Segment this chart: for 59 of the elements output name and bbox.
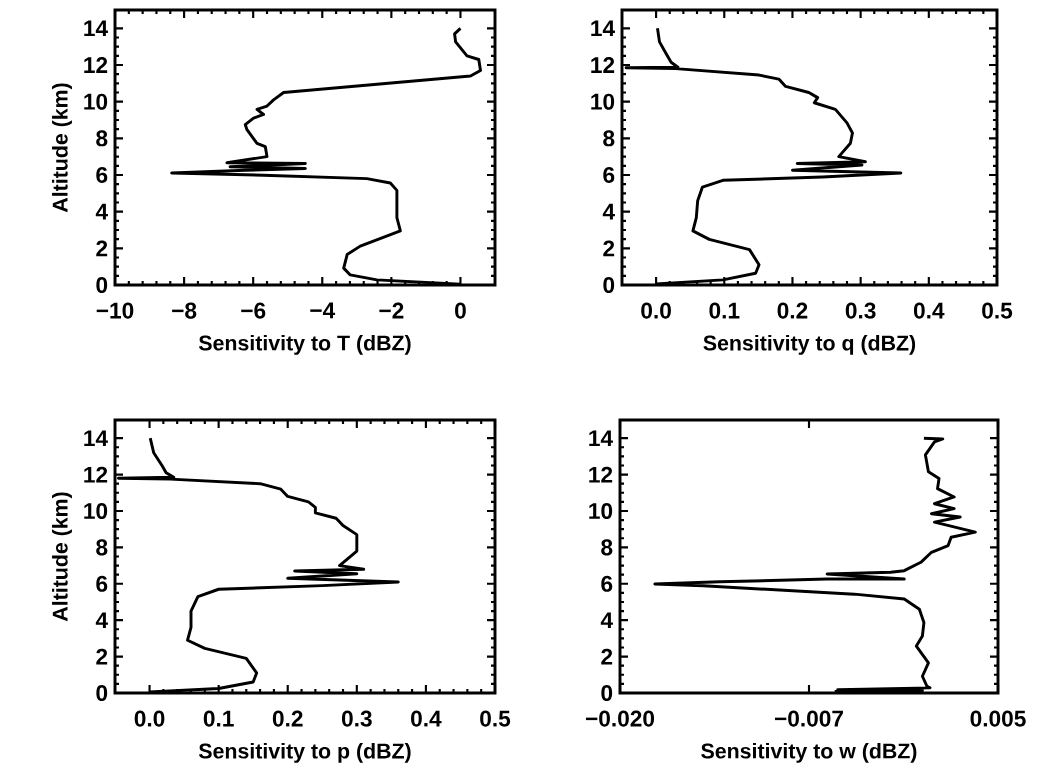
x-tick-label: 0.2 xyxy=(272,710,303,727)
y-tick-label: 2 xyxy=(603,240,615,257)
x-tick-label: 0.005 xyxy=(970,710,1026,727)
y-tick-label: 12 xyxy=(591,57,615,73)
x-tick-label: −8 xyxy=(172,302,197,319)
y-tick-label: 2 xyxy=(601,648,613,665)
y-tick-label: 8 xyxy=(601,539,613,556)
y-tick-label: 10 xyxy=(591,93,615,110)
y-tick-label: 14 xyxy=(84,20,108,37)
x-tick-label: 0 xyxy=(455,302,466,319)
y-tick-label: 14 xyxy=(591,20,615,37)
x-tick-label: 0.3 xyxy=(845,302,876,319)
x-tick-label: 0.0 xyxy=(641,302,671,319)
y-tick-label: 8 xyxy=(96,130,108,147)
y-tick-label: 0 xyxy=(96,684,108,702)
y-tick-label: 8 xyxy=(96,539,108,556)
y-tick-label: 14 xyxy=(84,430,108,446)
x-tick-label: 0.5 xyxy=(480,710,511,727)
x-tick-label: 0.4 xyxy=(411,710,442,727)
y-tick-label: 6 xyxy=(96,166,108,184)
x-tick-label: −2 xyxy=(379,302,404,319)
y-tick-label: 8 xyxy=(603,130,615,147)
x-tick-label: −4 xyxy=(310,302,336,319)
x-axis-title: Sensitivity to q (dBZ) xyxy=(703,334,916,355)
y-tick-label: 12 xyxy=(84,466,108,483)
x-tick-label: −0.020 xyxy=(585,710,655,727)
y-tick-label: 2 xyxy=(96,648,108,665)
y-tick-label: 4 xyxy=(602,203,615,220)
x-tick-label: 0.2 xyxy=(777,302,808,319)
y-tick-label: 4 xyxy=(600,612,613,628)
x-tick-label: 0.0 xyxy=(134,710,165,727)
y-tick-label: 0 xyxy=(96,276,108,294)
x-axis-title: Sensitivity to T (dBZ) xyxy=(198,334,411,355)
x-tick-label: 0.5 xyxy=(982,302,1013,319)
y-tick-label: 10 xyxy=(84,502,108,520)
y-axis-title: Altitude (km) xyxy=(52,83,72,213)
y-tick-label: 4 xyxy=(95,612,108,628)
y-tick-label: 0 xyxy=(603,276,615,294)
y-tick-label: 12 xyxy=(589,466,613,483)
x-tick-label: −6 xyxy=(241,302,266,319)
y-tick-label: 12 xyxy=(84,57,108,73)
y-tick-label: 10 xyxy=(589,502,613,520)
x-tick-label: 0.1 xyxy=(709,302,740,319)
x-axis-title: Sensitivity to w (dBZ) xyxy=(701,742,917,763)
y-tick-label: 0 xyxy=(601,684,613,702)
x-tick-label: −0.007 xyxy=(774,710,843,727)
y-tick-label: 14 xyxy=(589,430,613,446)
y-tick-label: 10 xyxy=(84,93,108,110)
x-tick-label: 0.3 xyxy=(341,710,372,727)
y-tick-label: 6 xyxy=(603,166,615,184)
x-tick-label: 0.4 xyxy=(913,302,945,319)
y-tick-label: 6 xyxy=(96,575,108,592)
y-tick-label: 2 xyxy=(96,240,108,257)
y-axis-title: Altitude (km) xyxy=(52,492,72,622)
x-tick-label: −10 xyxy=(96,302,134,319)
x-axis-title: Sensitivity to p (dBZ) xyxy=(198,742,411,763)
x-tick-label: 0.1 xyxy=(203,710,234,727)
y-tick-label: 6 xyxy=(601,575,613,592)
y-tick-label: 4 xyxy=(95,203,108,220)
